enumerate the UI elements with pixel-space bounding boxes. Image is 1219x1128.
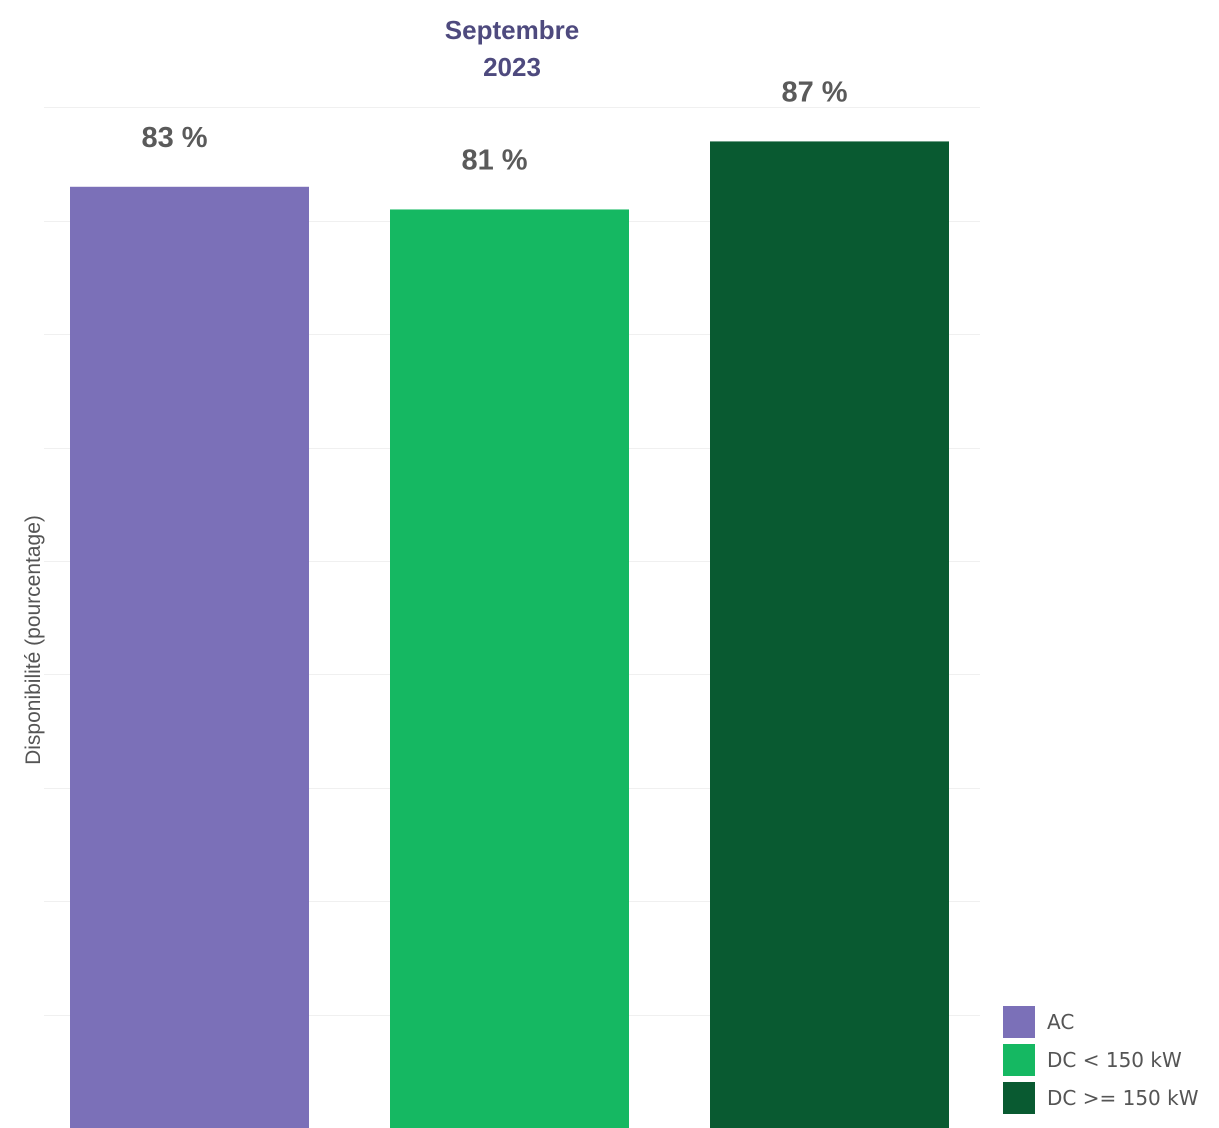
bar-2[interactable]	[390, 209, 629, 1128]
legend-label-ac: AC	[1047, 1010, 1075, 1034]
bar-value-label-3: 87 %	[781, 76, 847, 108]
legend-item-dc-lt-150[interactable]: DC < 150 kW	[1003, 1041, 1198, 1079]
legend-swatch-dc-lt-150	[1003, 1044, 1035, 1076]
legend-label-dc-ge-150: DC >= 150 kW	[1047, 1086, 1199, 1110]
chart-title-month: Septembre	[444, 15, 580, 45]
chart-title-year: 2023	[483, 52, 541, 82]
legend: AC DC < 150 kW DC >= 150 kW	[1003, 1003, 1198, 1117]
legend-label-dc-lt-150: DC < 150 kW	[1047, 1048, 1182, 1072]
legend-swatch-dc-ge-150	[1003, 1082, 1035, 1114]
bar-3[interactable]	[710, 141, 949, 1128]
legend-item-dc-ge-150[interactable]: DC >= 150 kW	[1003, 1079, 1198, 1117]
bar-1[interactable]	[70, 186, 309, 1128]
chart-title: Septembre 2023	[412, 12, 612, 86]
legend-swatch-ac	[1003, 1006, 1035, 1038]
bar-value-label-2: 81 %	[461, 144, 527, 176]
bar-value-label-1: 83 %	[141, 122, 207, 154]
legend-item-ac[interactable]: AC	[1003, 1003, 1198, 1041]
y-axis-label: Disponibilité (pourcentage)	[22, 515, 45, 765]
